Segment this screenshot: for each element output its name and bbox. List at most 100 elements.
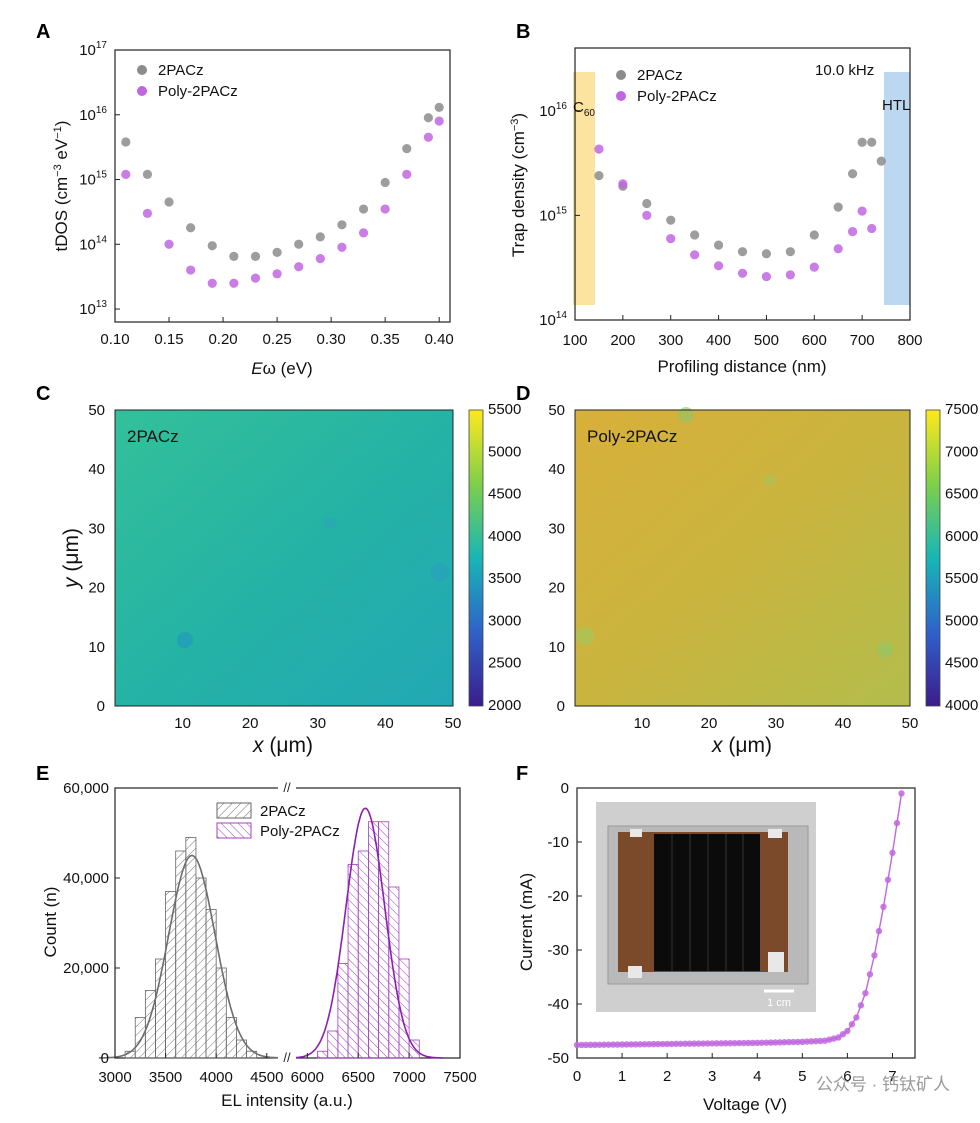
- panel-f-iv-point: [731, 1039, 738, 1047]
- panel-a-point-2pacz: [294, 239, 304, 249]
- panel-d-x-tick-label: 10: [634, 715, 651, 732]
- panel-b-x-tick-label: 600: [802, 332, 827, 349]
- panel-f-iv-point: [713, 1040, 720, 1047]
- panel-a-point-poly: [229, 278, 239, 288]
- panel-f-iv-point: [817, 1037, 824, 1045]
- panel-f-iv-point: [632, 1041, 639, 1048]
- panel-b-point-2pacz: [666, 215, 676, 225]
- panel-a-point-poly: [121, 169, 131, 179]
- panel-d-el-map-poly: Poly-2PACz 10 20 30 40 50 0 10 20 30 40 50 7500 7000…: [548, 401, 978, 757]
- panel-a-xlabel-italic: E: [251, 359, 263, 378]
- panel-e-bar-2pacz: [134, 1017, 146, 1059]
- panel-d-colorbar-tick: 7500: [945, 401, 978, 418]
- panel-e-x-tick-label: 4000: [199, 1069, 232, 1086]
- panel-f-iv-point: [636, 1041, 644, 1048]
- panel-a-plot-frame: [114, 49, 451, 323]
- panel-f-iv-point: [686, 1040, 693, 1047]
- panel-e-bar-poly: [368, 821, 379, 1059]
- panel-c-colorbar-tick: 3500: [488, 570, 521, 587]
- panel-d-colorbar-tick: 4500: [945, 655, 978, 672]
- panel-f-iv-point: [799, 1038, 806, 1046]
- panel-e-bar-2pacz: [195, 877, 207, 1059]
- panel-a-point-poly: [358, 228, 369, 238]
- panel-a-point-2pacz: [380, 177, 390, 188]
- panel-c-x-tick-label: 30: [309, 715, 326, 732]
- panel-c-xlabel: x (μm): [252, 734, 313, 757]
- panel-b-legend-marker-poly: [616, 91, 626, 101]
- panel-a-x-tick-label: 0.35: [371, 331, 400, 348]
- panel-c-y-tick-label: 40: [88, 461, 105, 478]
- panel-f-iv-point: [889, 849, 896, 856]
- panel-e-bar-2pacz: [175, 850, 187, 1059]
- panel-c-x-tick-label: 10: [174, 715, 191, 732]
- panel-c-map-spot: [177, 632, 193, 648]
- panel-f-iv-point: [614, 1041, 621, 1048]
- c60-label: C60: [573, 99, 595, 119]
- panel-b-point-poly: [857, 206, 867, 216]
- panel-b-point-2pacz: [867, 137, 877, 147]
- panel-f-iv-point: [803, 1038, 811, 1045]
- panel-a-point-2pacz: [229, 251, 239, 262]
- panel-c-x-tick-label: 50: [445, 715, 462, 732]
- inset-active-area: [654, 834, 760, 971]
- panel-f-iv-point: [704, 1040, 711, 1047]
- panel-b-point-poly: [594, 144, 604, 154]
- panel-f-iv-point: [672, 1040, 680, 1048]
- panel-f-y-tick-label: -30: [547, 942, 569, 959]
- panel-a-point-2pacz: [358, 204, 369, 214]
- panel-f-iv-point: [781, 1039, 788, 1046]
- panel-a-point-2pacz: [272, 247, 282, 257]
- panel-d-map-spot: [678, 407, 694, 423]
- panel-e-xlabel: EL intensity (a.u.): [221, 1091, 353, 1110]
- panel-e-y-tick-label: 60,000: [63, 780, 109, 797]
- panel-c-x-tick-label: 40: [377, 715, 394, 732]
- panel-a-point-2pacz: [315, 232, 325, 242]
- panel-f-iv-point: [668, 1040, 675, 1048]
- panel-e-bar-poly: [378, 821, 390, 1059]
- panel-a-xlabel: Eω (eV): [251, 359, 312, 378]
- panel-f-iv-point: [866, 971, 874, 978]
- panel-b-point-poly: [847, 226, 858, 237]
- panel-f-x-tick-label: 2: [663, 1068, 671, 1085]
- panel-b-x-tick-label: 300: [658, 332, 683, 349]
- panel-e-break-mark-top: //: [283, 780, 291, 795]
- panel-d-y-tick-label: 0: [557, 698, 565, 715]
- panel-b-point-2pacz: [737, 247, 748, 257]
- panel-f-iv-point: [690, 1040, 698, 1047]
- panel-a-legend-poly: Poly-2PACz: [158, 83, 238, 100]
- panel-f-x-tick-label: 7: [888, 1068, 896, 1085]
- panel-a-legend-2pacz: 2PACz: [158, 62, 204, 79]
- panel-c-title: 2PACz: [127, 427, 179, 446]
- panel-a-point-poly: [250, 273, 261, 283]
- c60-label-sub: 60: [584, 108, 596, 119]
- panel-e-x-tick-label: 7000: [392, 1069, 425, 1086]
- panel-a-point-2pacz: [186, 223, 196, 233]
- panel-d-y-tick-label: 30: [548, 520, 565, 537]
- panel-e-y-tick-label: 0: [101, 1050, 109, 1067]
- panel-b-trap-density-chart: 100 200 300 400 500 600 700 800 1014 1015 1016 C60…: [509, 47, 923, 376]
- panel-e-y-tick-label: 40,000: [63, 870, 109, 887]
- panel-a-x-tick-label: 0.25: [262, 331, 291, 348]
- panel-f-iv-point: [875, 927, 883, 935]
- panel-f-iv-point: [578, 1041, 585, 1049]
- panel-b-y-tick-label: 1015: [539, 205, 567, 224]
- panel-f-iv-point: [718, 1040, 725, 1047]
- panel-d-colorbar-tick: 6000: [945, 528, 978, 545]
- panel-e-bar-poly: [347, 864, 359, 1059]
- panel-f-iv-point: [600, 1041, 608, 1048]
- panel-b-ylabel: Trap density (cm−3): [509, 113, 528, 257]
- panel-f-iv-point: [722, 1040, 729, 1047]
- panel-d-colorbar: [925, 409, 941, 707]
- panel-b-x-tick-label: 200: [610, 332, 635, 349]
- panel-f-iv-point: [839, 1031, 847, 1038]
- panel-c-colorbar-tick: 2500: [488, 655, 521, 672]
- panel-c-colorbar-tick: 4500: [488, 486, 521, 503]
- panel-b-point-2pacz: [594, 171, 604, 181]
- panel-b-point-poly: [785, 270, 795, 280]
- panel-b-point-2pacz: [642, 198, 652, 209]
- panel-e-bar-2pacz: [185, 837, 197, 1059]
- panel-b-point-2pacz: [847, 169, 858, 179]
- panel-a-legend-marker-2pacz: [137, 65, 147, 75]
- panel-e-bar-2pacz: [144, 990, 156, 1059]
